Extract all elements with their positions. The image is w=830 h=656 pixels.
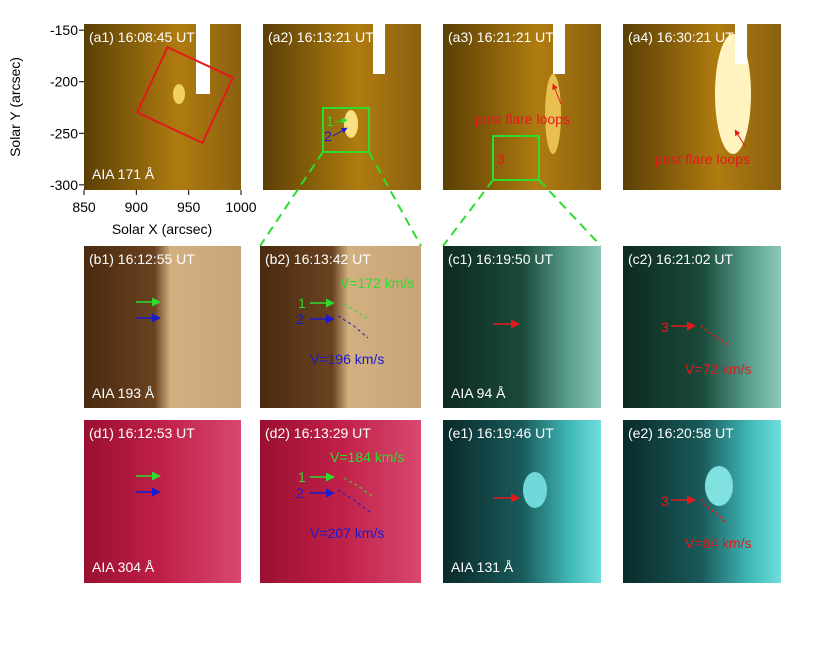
annotation: V=172 km/s [340, 275, 414, 291]
y-tick-label: -250 [50, 125, 78, 141]
annotation: 2 [324, 128, 332, 144]
instrument-label: AIA 94 Å [451, 385, 506, 401]
panel-label: (a3) 16:21:21 UT [448, 29, 554, 45]
x-tick-label: 950 [177, 199, 201, 215]
axes: Solar Y (arcsec) Solar X (arcsec) 850 900… [7, 22, 257, 237]
panel-label: (b2) 16:13:42 UT [265, 251, 371, 267]
annotation: 3 [661, 493, 669, 509]
y-tick-label: -300 [50, 177, 78, 193]
panel-label: (e1) 16:19:46 UT [448, 425, 554, 441]
instrument-label: AIA 304 Å [92, 559, 155, 575]
annotation: V=64 km/s [685, 535, 752, 551]
panel-label: (c1) 16:19:50 UT [448, 251, 553, 267]
panel-b2: V=172 km/s 1 2 V=196 km/s (b2) 16:13:42 … [260, 246, 421, 408]
x-tick-label: 900 [125, 199, 149, 215]
panel-a2: 1 2 (a2) 16:13:21 UT [263, 24, 421, 190]
y-tick-label: -150 [50, 22, 78, 38]
x-tick-label: 850 [72, 199, 96, 215]
panel-label: (a4) 16:30:21 UT [628, 29, 734, 45]
panel-e2: 3 V=64 km/s (e2) 16:20:58 UT [623, 420, 781, 583]
annotation: 3 [497, 151, 505, 167]
annotation: 2 [296, 311, 304, 327]
instrument-label: AIA 131 Å [451, 559, 514, 575]
panel-label: (a2) 16:13:21 UT [268, 29, 374, 45]
annotation: V=196 km/s [310, 351, 384, 367]
annotation: 1 [326, 113, 334, 129]
panel-a3: post flare loops 3 (a3) 16:21:21 UT [443, 24, 601, 190]
annotation: V=207 km/s [310, 525, 384, 541]
panel-label: (e2) 16:20:58 UT [628, 425, 734, 441]
panel-d2: V=184 km/s 1 2 V=207 km/s (d2) 16:13:29 … [260, 420, 421, 583]
instrument-label: AIA 171 Å [92, 166, 155, 182]
panel-e1: (e1) 16:19:46 UT AIA 131 Å [443, 420, 601, 583]
x-axis-label: Solar X (arcsec) [112, 221, 212, 237]
panel-label: (c2) 16:21:02 UT [628, 251, 733, 267]
zoom-lines [259, 151, 602, 247]
annotation: 1 [298, 295, 306, 311]
annotation: post flare loops [655, 151, 750, 167]
x-tick-label: 1000 [225, 199, 256, 215]
y-axis-label: Solar Y (arcsec) [7, 57, 23, 157]
panel-label: (d1) 16:12:53 UT [89, 425, 195, 441]
panel-c2: 3 V=72 km/s (c2) 16:21:02 UT [623, 246, 781, 408]
panel-a4: post flare loops (a4) 16:30:21 UT [623, 24, 781, 190]
panel-label: (d2) 16:13:29 UT [265, 425, 371, 441]
panel-label: (a1) 16:08:45 UT [89, 29, 195, 45]
instrument-label: AIA 193 Å [92, 385, 155, 401]
panel-d1: (d1) 16:12:53 UT AIA 304 Å [84, 420, 241, 583]
y-tick-label: -200 [50, 74, 78, 90]
annotation: post flare loops [475, 111, 570, 127]
panel-b1: (b1) 16:12:55 UT AIA 193 Å [84, 246, 241, 408]
panel-label: (b1) 16:12:55 UT [89, 251, 195, 267]
annotation: V=184 km/s [330, 449, 404, 465]
panel-c1: (c1) 16:19:50 UT AIA 94 Å [443, 246, 601, 408]
annotation: V=72 km/s [685, 361, 752, 377]
annotation: 1 [298, 469, 306, 485]
annotation: 3 [661, 319, 669, 335]
annotation: 2 [296, 485, 304, 501]
panel-a1: (a1) 16:08:45 UT AIA 171 Å [84, 24, 241, 190]
